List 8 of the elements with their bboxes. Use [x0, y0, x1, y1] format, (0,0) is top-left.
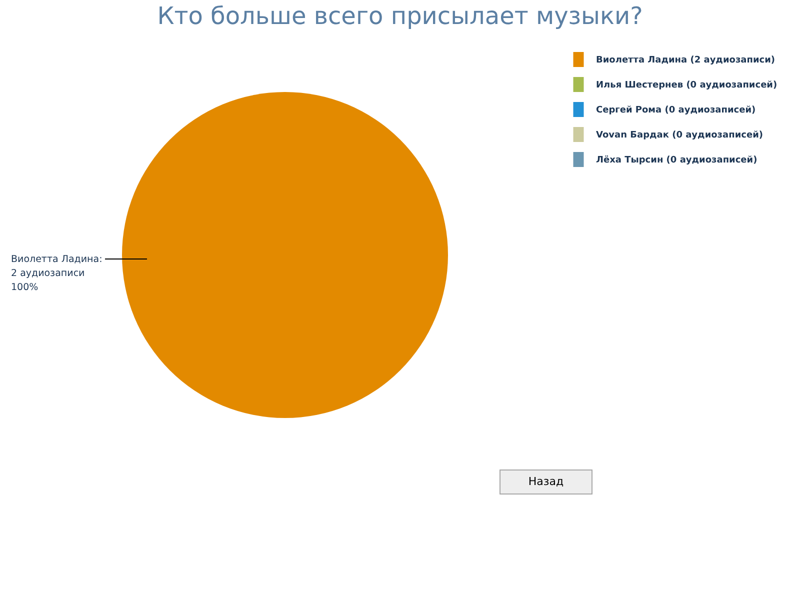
- legend-label: Виолетта Ладина (2 аудиозаписи): [596, 56, 776, 66]
- data-label: Виолетта Ладина: 2 аудиозаписи 100%: [11, 254, 102, 293]
- text: Назад: [528, 475, 564, 488]
- legend-label: Сергей Рома (0 аудиозаписей): [596, 106, 756, 116]
- chart-title: Кто больше всего присылает музыки?: [157, 2, 643, 30]
- legend-label: Илья Шестернев (0 аудиозаписей): [596, 80, 778, 90]
- legend-label: Лёха Тырсин (0 аудиозаписей): [596, 156, 758, 166]
- legend-label: Vovan Бардак (0 аудиозаписей): [596, 130, 763, 140]
